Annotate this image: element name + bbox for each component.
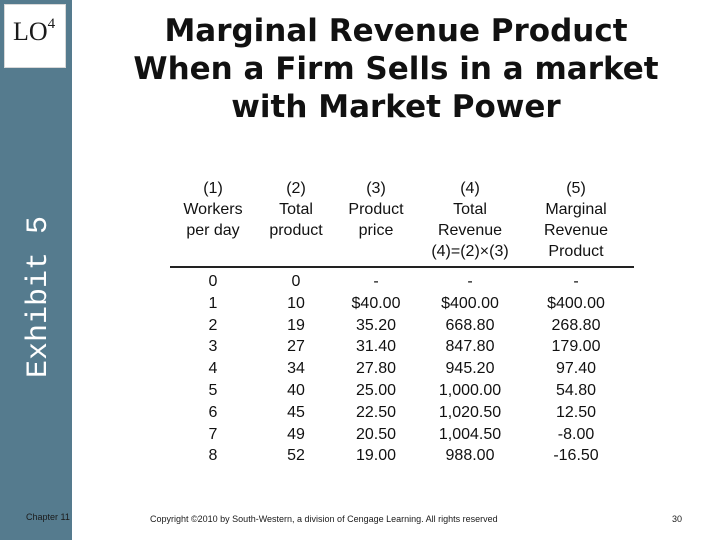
table-cell: 1,004.50 bbox=[438, 425, 502, 443]
column-total-product: 0 10 19 27 34 40 45 49 52 bbox=[260, 271, 332, 467]
column-workers: 0 1 2 3 4 5 6 7 8 bbox=[172, 271, 254, 467]
table-cell: 19 bbox=[287, 316, 305, 334]
table-cell: 49 bbox=[287, 425, 305, 443]
table-cell: 19.00 bbox=[355, 447, 397, 465]
table-cell: 945.20 bbox=[445, 360, 495, 378]
table-cell: 7 bbox=[208, 425, 218, 443]
table-cell: 1 bbox=[208, 294, 218, 312]
table-cell: 34 bbox=[287, 360, 305, 378]
table-cell: 1,020.50 bbox=[438, 403, 502, 421]
table-cell: - bbox=[573, 273, 579, 290]
header-total-revenue: (4) Total Revenue (4)=(2)×(3) bbox=[431, 180, 509, 260]
copyright-text: Copyright ©2010 by South-Western, a divi… bbox=[150, 514, 498, 524]
table-cell: 5 bbox=[208, 381, 218, 399]
header-divider bbox=[170, 266, 634, 268]
lo-number: 4 bbox=[47, 16, 56, 32]
lo-label: LO4 bbox=[13, 16, 56, 46]
table-cell: 268.80 bbox=[551, 316, 601, 334]
page-number: 30 bbox=[672, 514, 683, 524]
header-mrp: (5) Marginal Revenue Product bbox=[543, 180, 609, 260]
title-line: with Market Power bbox=[231, 89, 561, 125]
table-cell: 22.50 bbox=[355, 403, 397, 421]
table-cell: 2 bbox=[208, 316, 218, 334]
table-cell: - bbox=[373, 273, 379, 290]
table-cell: 4 bbox=[208, 360, 218, 378]
column-product-price: - $40.00 35.20 31.40 27.80 25.00 22.50 20.50 19.… bbox=[338, 271, 414, 467]
table-cell: 8 bbox=[208, 447, 218, 465]
table-cell: 40 bbox=[287, 381, 305, 399]
lo-badge: LO4 bbox=[4, 4, 66, 68]
table-cell: 54.80 bbox=[555, 381, 597, 399]
exhibit-label: Exhibit 5 bbox=[22, 215, 56, 378]
table-cell: 31.40 bbox=[355, 338, 397, 356]
table-cell: 0 bbox=[291, 273, 301, 290]
table-cell: 10 bbox=[287, 294, 305, 312]
table-cell: 97.40 bbox=[555, 360, 597, 378]
table-cell: - bbox=[467, 273, 473, 290]
table-cell: 3 bbox=[208, 338, 218, 356]
table-cell: 847.80 bbox=[445, 338, 495, 356]
table-cell: 35.20 bbox=[355, 316, 397, 334]
table-cell: $40.00 bbox=[351, 294, 401, 312]
table-cell: 179.00 bbox=[551, 338, 601, 356]
header-workers: (1) Workers per day bbox=[183, 180, 243, 239]
chapter-label: Chapter 11 bbox=[26, 512, 70, 522]
sidebar: LO4 Exhibit 5 Chapter 11 bbox=[0, 0, 72, 540]
table-cell: 45 bbox=[287, 403, 305, 421]
column-total-revenue: - $400.00 668.80 847.80 945.20 1,000.00 1,020.… bbox=[418, 271, 522, 467]
title-line: Marginal Revenue Product bbox=[164, 13, 628, 49]
header-total-product: (2) Total product bbox=[269, 180, 323, 239]
table-cell: 6 bbox=[208, 403, 218, 421]
table-cell: 20.50 bbox=[355, 425, 397, 443]
table-cell: -8.00 bbox=[557, 425, 595, 443]
table-cell: 27 bbox=[287, 338, 305, 356]
table-cell: 0 bbox=[208, 273, 218, 290]
table-cell: $400.00 bbox=[547, 294, 605, 312]
table-cell: -16.50 bbox=[553, 447, 599, 465]
table-cell: 12.50 bbox=[555, 403, 597, 421]
header-product-price: (3) Product price bbox=[348, 180, 404, 239]
table-cell: 25.00 bbox=[355, 381, 397, 399]
title-line: When a Firm Sells in a market bbox=[133, 51, 659, 87]
column-mrp: - $400.00 268.80 179.00 97.40 54.80 12.50 -8.00… bbox=[532, 271, 620, 467]
table-cell: 27.80 bbox=[355, 360, 397, 378]
table-cell: 1,000.00 bbox=[438, 381, 502, 399]
table-cell: $400.00 bbox=[441, 294, 499, 312]
table-cell: 988.00 bbox=[445, 447, 495, 465]
table-cell: 668.80 bbox=[445, 316, 495, 334]
table-cell: 52 bbox=[287, 447, 305, 465]
slide-title: Marginal Revenue Product When a Firm Sel… bbox=[96, 12, 696, 126]
